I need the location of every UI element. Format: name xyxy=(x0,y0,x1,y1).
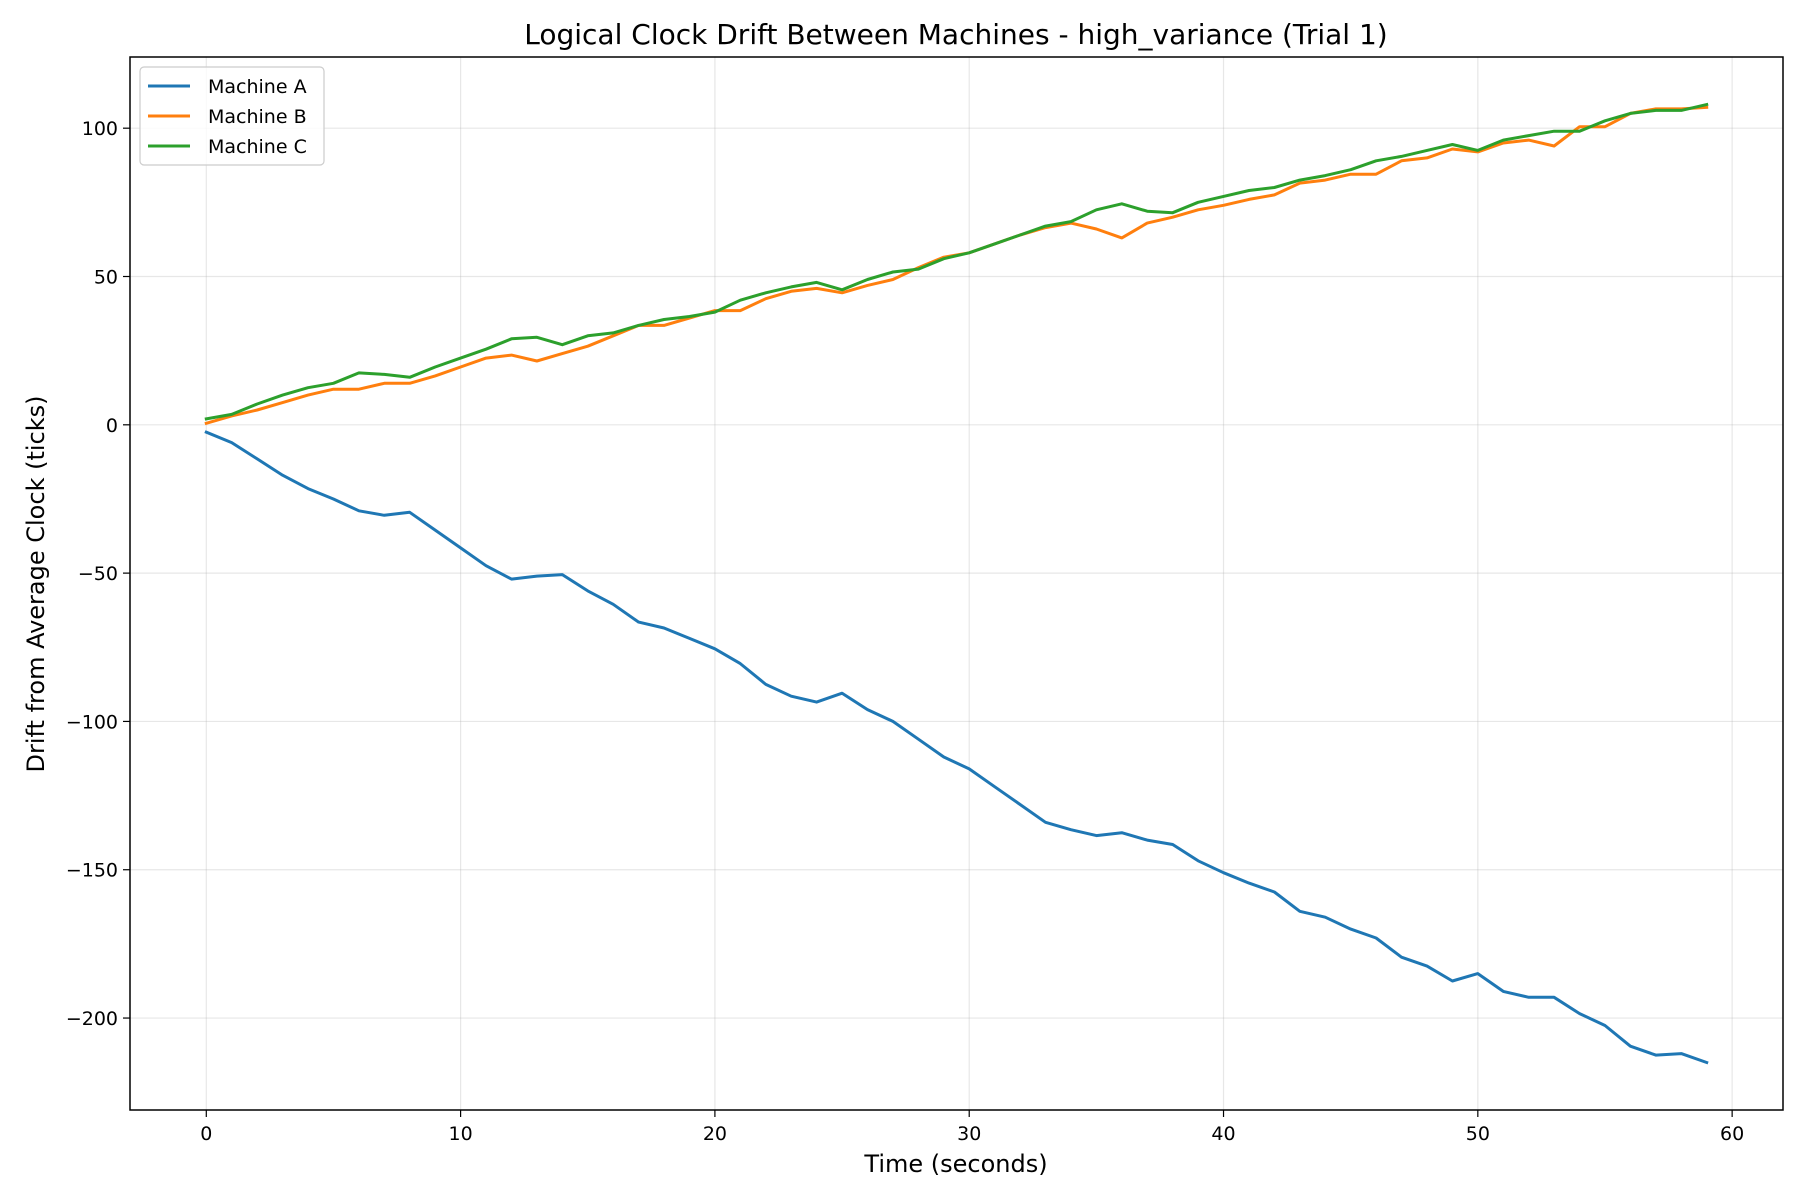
y-tick-label: 50 xyxy=(94,266,118,288)
x-tick-label: 10 xyxy=(449,1123,473,1145)
legend-label: Machine B xyxy=(208,106,307,128)
legend: Machine A Machine B Machine C xyxy=(139,66,325,166)
x-tick-label: 50 xyxy=(1466,1123,1490,1145)
y-tick-label: −100 xyxy=(66,711,118,733)
plot-frame xyxy=(129,56,1784,1111)
legend-box xyxy=(139,66,325,166)
series-line-machine-c xyxy=(204,102,1709,421)
legend-label: Machine C xyxy=(208,136,307,158)
series-line-machine-a xyxy=(204,430,1709,1065)
x-tick-label: 60 xyxy=(1720,1123,1744,1145)
grid xyxy=(130,57,1783,1110)
y-tick-label: −50 xyxy=(78,563,118,585)
y-axis-ticks: 100 50 0 −50 −100 −150 −200 xyxy=(66,118,130,1030)
x-axis-label: Time (seconds) xyxy=(863,1150,1047,1178)
y-tick-label: 100 xyxy=(82,118,118,140)
x-tick-label: 0 xyxy=(200,1123,212,1145)
y-axis-label: Drift from Average Clock (ticks) xyxy=(22,396,50,773)
x-tick-label: 30 xyxy=(957,1123,981,1145)
legend-label: Machine A xyxy=(208,76,307,98)
y-tick-label: 0 xyxy=(106,415,118,437)
series-group xyxy=(204,102,1709,1065)
y-tick-label: −200 xyxy=(66,1008,118,1030)
x-tick-label: 20 xyxy=(703,1123,727,1145)
x-tick-label: 40 xyxy=(1211,1123,1235,1145)
y-tick-label: −150 xyxy=(66,860,118,882)
x-axis-ticks: 0 10 20 30 40 50 60 xyxy=(200,1110,1744,1145)
chart-title: Logical Clock Drift Between Machines - h… xyxy=(524,18,1387,51)
